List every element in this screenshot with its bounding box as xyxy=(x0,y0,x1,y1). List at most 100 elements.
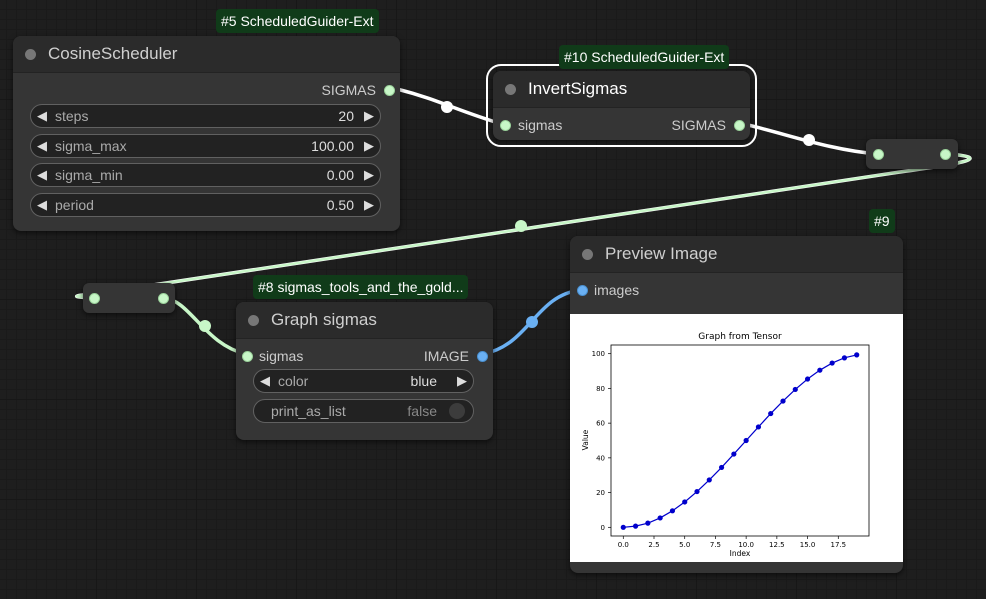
node-graph-sigmas[interactable]: Graph sigmas sigmas IMAGE ◀ color blue ▶… xyxy=(236,302,493,440)
x-tick-label: 17.5 xyxy=(830,541,846,549)
node-title-bar[interactable]: Preview Image xyxy=(570,236,903,273)
node-title-bar[interactable]: InvertSigmas xyxy=(493,71,750,108)
input-slot-sigmas[interactable] xyxy=(500,120,511,131)
y-tick-label: 0 xyxy=(601,524,605,532)
chart-plot-area xyxy=(610,344,870,537)
widget-color[interactable]: ◀ color blue ▶ xyxy=(253,369,474,393)
widget-period[interactable]: ◀ period 0.50 ▶ xyxy=(30,193,381,217)
data-point xyxy=(829,360,835,366)
increment-arrow-icon[interactable]: ▶ xyxy=(457,373,467,388)
node-title-bar[interactable]: Graph sigmas xyxy=(236,302,493,339)
data-point xyxy=(657,515,663,521)
data-point xyxy=(768,410,774,417)
y-tick-label: 60 xyxy=(596,420,605,428)
collapse-dot-icon[interactable] xyxy=(582,248,593,260)
node-title-bar[interactable]: CosineScheduler xyxy=(13,36,400,73)
reroute-input-slot[interactable] xyxy=(89,293,100,304)
decrement-arrow-icon[interactable]: ◀ xyxy=(37,167,47,182)
reroute-input-slot[interactable] xyxy=(873,149,884,160)
node-cosine-scheduler[interactable]: CosineScheduler SIGMAS ◀ steps 20 ▶ ◀ si… xyxy=(13,36,400,231)
collapse-dot-icon[interactable] xyxy=(248,314,259,326)
data-point xyxy=(682,499,688,505)
decrement-arrow-icon[interactable]: ◀ xyxy=(37,108,47,123)
widget-value: 20 xyxy=(338,108,354,124)
widget-sigma-min[interactable]: ◀ sigma_min 0.00 ▶ xyxy=(30,163,381,187)
widget-value: 0.00 xyxy=(326,167,354,183)
x-tick-label: 0.0 xyxy=(618,541,629,549)
widget-label: sigma_min xyxy=(55,167,123,183)
link-midpoint-handle[interactable] xyxy=(515,220,527,232)
input-label-sigmas: sigmas xyxy=(259,348,304,364)
decrement-arrow-icon[interactable]: ◀ xyxy=(37,197,47,212)
link-midpoint-handle[interactable] xyxy=(441,101,453,113)
output-slot-sigmas[interactable] xyxy=(384,85,395,96)
x-tick-label: 5.0 xyxy=(679,541,690,549)
chart-xlabel: Index xyxy=(730,549,751,558)
node-preview-image[interactable]: Preview Image images Graph from Tensor I… xyxy=(570,236,903,573)
output-label-sigmas: SIGMAS xyxy=(321,82,376,98)
y-tick-label: 100 xyxy=(592,350,605,358)
data-point xyxy=(804,376,811,382)
widget-steps[interactable]: ◀ steps 20 ▶ xyxy=(30,104,381,128)
widget-label: sigma_max xyxy=(55,138,127,154)
node-title: Preview Image xyxy=(605,244,718,263)
widget-value: 0.50 xyxy=(326,197,354,213)
reroute-output-slot[interactable] xyxy=(940,149,951,160)
widget-value: false xyxy=(407,403,437,419)
output-slot-sigmas[interactable] xyxy=(734,120,745,131)
series-line xyxy=(623,354,857,528)
increment-arrow-icon[interactable]: ▶ xyxy=(364,108,374,123)
y-tick-label: 20 xyxy=(596,489,605,497)
y-tick-label: 80 xyxy=(596,385,605,393)
output-label-sigmas: SIGMAS xyxy=(671,117,726,133)
data-point xyxy=(669,508,676,514)
decrement-arrow-icon[interactable]: ◀ xyxy=(37,138,47,153)
node-badge-preview-image: #9 xyxy=(869,209,895,233)
link-midpoint-handle[interactable] xyxy=(526,316,538,328)
toggle-icon[interactable] xyxy=(449,403,465,419)
reroute-output-slot[interactable] xyxy=(158,293,169,304)
increment-arrow-icon[interactable]: ▶ xyxy=(364,138,374,153)
data-point xyxy=(731,451,737,457)
input-slot-sigmas[interactable] xyxy=(242,351,253,362)
data-point xyxy=(817,367,823,373)
link-midpoint-handle[interactable] xyxy=(803,134,815,146)
widget-value: blue xyxy=(410,373,437,389)
chart-title: Graph from Tensor xyxy=(698,332,782,342)
output-slot-image[interactable] xyxy=(477,351,488,362)
reroute-node-left[interactable] xyxy=(83,283,175,313)
data-point xyxy=(743,437,749,444)
x-tick-label: 15.0 xyxy=(800,541,816,549)
collapse-dot-icon[interactable] xyxy=(505,83,516,95)
x-tick-label: 7.5 xyxy=(710,541,721,549)
data-point xyxy=(706,477,712,483)
x-tick-label: 12.5 xyxy=(769,541,785,549)
widget-value: 100.00 xyxy=(311,138,354,154)
data-point xyxy=(620,524,626,530)
widget-print-as-list[interactable]: print_as_list false xyxy=(253,399,474,423)
reroute-node-right[interactable] xyxy=(866,139,958,169)
data-point xyxy=(645,520,651,526)
data-point xyxy=(854,352,860,358)
increment-arrow-icon[interactable]: ▶ xyxy=(364,197,374,212)
data-point xyxy=(780,398,786,404)
increment-arrow-icon[interactable]: ▶ xyxy=(364,167,374,182)
preview-image[interactable]: Graph from Tensor Index Value 0.0 2.5 5.0 7… xyxy=(570,314,903,562)
decrement-arrow-icon[interactable]: ◀ xyxy=(260,373,270,388)
y-tick-label: 40 xyxy=(596,454,605,462)
data-point xyxy=(841,355,848,361)
widget-sigma-max[interactable]: ◀ sigma_max 100.00 ▶ xyxy=(30,134,381,158)
node-invert-sigmas[interactable]: InvertSigmas sigmas SIGMAS xyxy=(486,64,757,147)
chart-ylabel: Value xyxy=(581,429,590,450)
data-point xyxy=(755,424,762,430)
x-tick-label: 2.5 xyxy=(648,541,659,549)
input-slot-images[interactable] xyxy=(577,285,588,296)
collapse-dot-icon[interactable] xyxy=(25,48,36,60)
input-label-images: images xyxy=(594,282,640,298)
link-midpoint-handle[interactable] xyxy=(199,320,211,332)
data-point xyxy=(718,464,725,471)
data-point xyxy=(694,488,700,495)
node-badge-graph-sigmas: #8 sigmas_tools_and_the_gold... xyxy=(253,275,469,299)
node-title: Graph sigmas xyxy=(271,310,377,329)
node-title: InvertSigmas xyxy=(528,79,628,98)
